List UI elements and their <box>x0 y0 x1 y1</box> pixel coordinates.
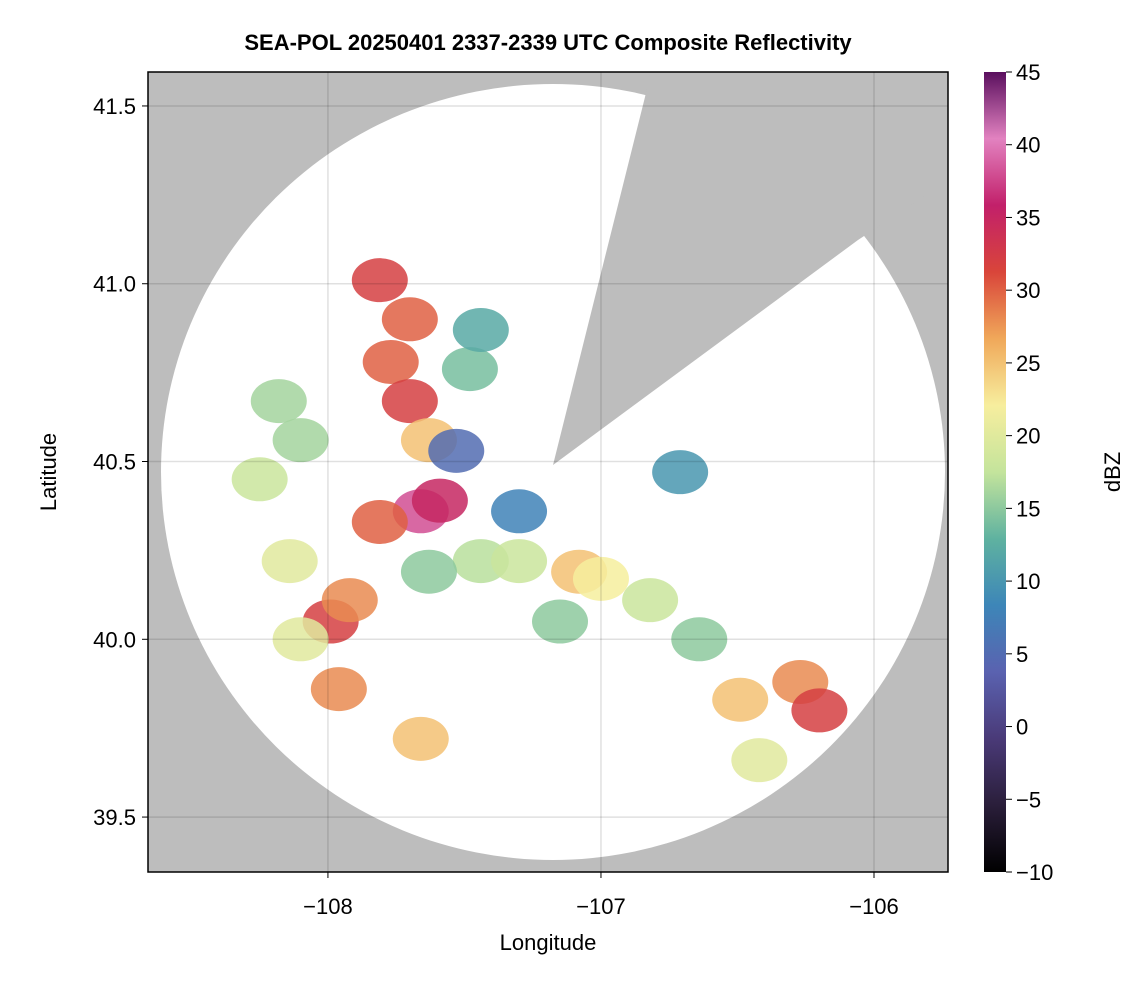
colorbar-tick-label: 20 <box>1016 424 1040 449</box>
colorbar-tick-label: 15 <box>1016 496 1040 521</box>
echo-cell <box>731 738 788 783</box>
colorbar-tick-label: 0 <box>1016 715 1028 740</box>
echo-cell <box>351 258 408 303</box>
echo-cell <box>452 307 509 352</box>
echo-cell <box>392 716 449 761</box>
echo-cell <box>272 418 329 463</box>
echoes <box>231 258 848 783</box>
echo-cell <box>671 617 728 662</box>
chart-title: SEA-POL 20250401 2337-2339 UTC Composite… <box>244 30 852 55</box>
colorbar-tick-label: 45 <box>1016 60 1040 85</box>
echo-cell <box>362 339 419 384</box>
echo-cell <box>231 457 288 502</box>
x-axis-label: Longitude <box>500 930 597 955</box>
echo-cell <box>622 578 679 623</box>
echo-cell <box>572 556 629 601</box>
colorbar-tick-label: −10 <box>1016 860 1053 885</box>
echo-cell <box>411 478 468 523</box>
colorbar-tick-label: 25 <box>1016 351 1040 376</box>
echo-cell <box>491 539 548 584</box>
grid <box>148 72 948 872</box>
echo-cell <box>712 677 769 722</box>
x-tick-label: −106 <box>849 894 899 919</box>
echo-cell <box>250 379 307 424</box>
colorbar-tick-label: 35 <box>1016 205 1040 230</box>
echo-cell <box>532 599 589 644</box>
echo-cell <box>310 667 367 712</box>
plot-frame <box>147 71 949 873</box>
x-tick-label: −108 <box>303 894 353 919</box>
echo-cell <box>428 428 485 473</box>
y-tick-label: 40.0 <box>93 627 136 652</box>
y-tick-label: 41.5 <box>93 94 136 119</box>
y-tick-label: 41.0 <box>93 272 136 297</box>
colorbar-tick-label: 40 <box>1016 133 1040 158</box>
echo-cell <box>491 489 548 534</box>
y-tick-label: 39.5 <box>93 805 136 830</box>
echo-cell <box>791 688 848 733</box>
echo-cell <box>261 539 318 584</box>
echo-cell <box>381 379 438 424</box>
y-tick-label: 40.5 <box>93 450 136 475</box>
y-axis-label: Latitude <box>36 433 61 511</box>
colorbar-tick-label: 5 <box>1016 642 1028 667</box>
echo-cell <box>652 450 709 495</box>
plot-area <box>148 72 948 872</box>
echo-cell <box>441 347 498 392</box>
echo-cell <box>381 297 438 342</box>
echo-cell <box>400 549 457 594</box>
colorbar-label: dBZ <box>1100 452 1125 492</box>
colorbar-tick-label: 30 <box>1016 278 1040 303</box>
echo-cell <box>351 499 408 544</box>
echo-cell <box>321 578 378 623</box>
colorbar <box>984 72 1006 872</box>
colorbar-tick-label: 10 <box>1016 569 1040 594</box>
blocked-sector <box>553 72 948 465</box>
x-tick-label: −107 <box>576 894 626 919</box>
echo-cell <box>272 617 329 662</box>
colorbar-tick-label: −5 <box>1016 787 1041 812</box>
